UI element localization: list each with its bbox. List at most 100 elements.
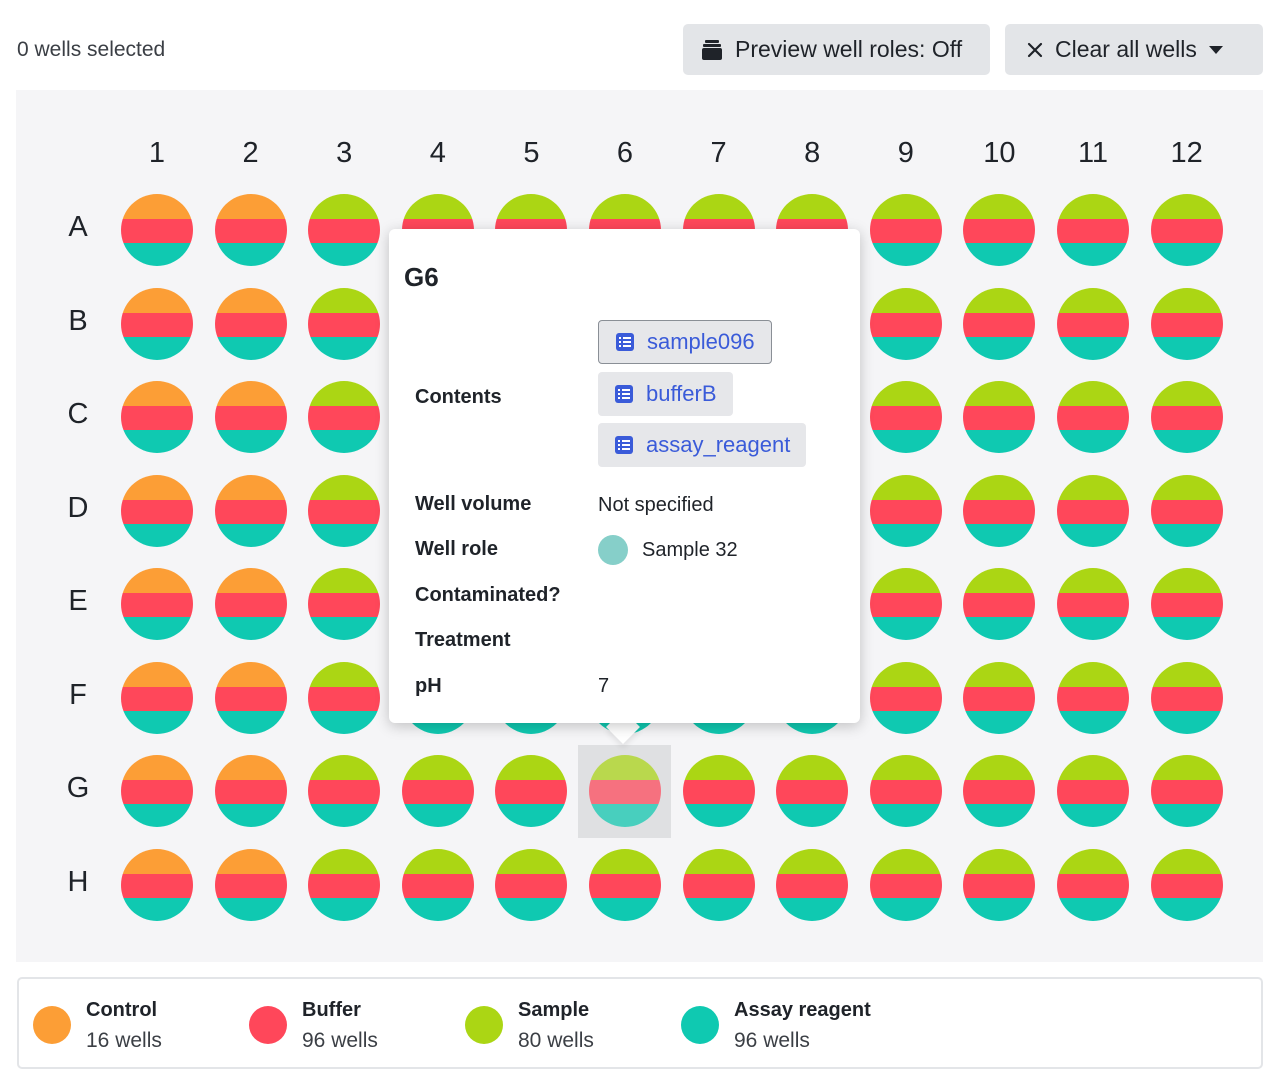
well-f9[interactable] xyxy=(869,661,942,734)
well-a11[interactable] xyxy=(1057,194,1129,266)
well-e11[interactable] xyxy=(1057,568,1129,640)
well-c3[interactable] xyxy=(308,381,381,453)
content-chip-assay-reagent[interactable]: assay_reagent xyxy=(598,423,807,467)
well-h4[interactable] xyxy=(401,848,474,921)
well-band xyxy=(869,336,942,360)
well-b11[interactable] xyxy=(1057,287,1129,360)
well-h7[interactable] xyxy=(682,848,755,921)
well-g2[interactable] xyxy=(214,755,287,827)
well-g5[interactable] xyxy=(495,755,568,827)
well-b9[interactable] xyxy=(869,287,942,360)
well-h10[interactable] xyxy=(963,848,1036,921)
well-g6[interactable] xyxy=(589,755,661,827)
column-header-1[interactable]: 1 xyxy=(148,137,166,169)
well-c12[interactable] xyxy=(1150,381,1223,453)
clear-all-wells-button[interactable]: Clear all wells xyxy=(1005,24,1263,75)
row-header-e[interactable]: E xyxy=(68,585,88,617)
well-volume-value: Not specified xyxy=(598,494,714,516)
well-c10[interactable] xyxy=(963,381,1036,453)
well-g9[interactable] xyxy=(869,755,942,827)
well-h2[interactable] xyxy=(214,848,287,921)
well-d12[interactable] xyxy=(1150,474,1223,547)
well-band xyxy=(214,381,287,406)
well-h8[interactable] xyxy=(776,848,849,921)
well-g8[interactable] xyxy=(776,755,849,827)
well-b2[interactable] xyxy=(214,287,287,360)
content-chip-sample096[interactable]: sample096 xyxy=(598,320,772,364)
well-h11[interactable] xyxy=(1057,848,1129,921)
well-band xyxy=(1150,593,1223,617)
well-b3[interactable] xyxy=(308,287,381,360)
preview-well-roles-button[interactable]: Preview well roles: Off xyxy=(683,24,990,75)
well-h3[interactable] xyxy=(308,848,381,921)
well-a10[interactable] xyxy=(963,194,1036,266)
caret-down-icon[interactable] xyxy=(1208,45,1223,55)
row-header-f[interactable]: F xyxy=(69,678,87,711)
well-b10[interactable] xyxy=(963,287,1036,360)
column-header-9[interactable]: 9 xyxy=(897,137,914,169)
well-g4[interactable] xyxy=(401,755,474,827)
well-g11[interactable] xyxy=(1057,755,1129,827)
well-d3[interactable] xyxy=(308,474,381,547)
well-a1[interactable] xyxy=(121,194,193,266)
well-h6[interactable] xyxy=(589,848,661,921)
well-band xyxy=(1150,219,1223,243)
well-f10[interactable] xyxy=(963,661,1036,734)
well-g1[interactable] xyxy=(121,755,193,827)
column-header-5[interactable]: 5 xyxy=(523,137,540,169)
well-a3[interactable] xyxy=(308,194,381,266)
well-d9[interactable] xyxy=(869,474,942,547)
well-g3[interactable] xyxy=(308,755,381,827)
well-a12[interactable] xyxy=(1150,194,1223,266)
well-e9[interactable] xyxy=(869,568,942,640)
column-header-3[interactable]: 3 xyxy=(336,137,353,169)
well-d11[interactable] xyxy=(1057,474,1129,547)
well-c9[interactable] xyxy=(869,381,942,453)
row-header-d[interactable]: D xyxy=(67,491,89,524)
column-header-11[interactable]: 11 xyxy=(1077,137,1109,169)
well-e1[interactable] xyxy=(121,568,193,640)
column-header-10[interactable]: 10 xyxy=(983,137,1016,169)
well-e2[interactable] xyxy=(214,568,287,640)
well-d10[interactable] xyxy=(963,474,1036,547)
well-band xyxy=(682,848,755,874)
column-header-4[interactable]: 4 xyxy=(429,137,446,169)
well-c1[interactable] xyxy=(121,381,193,453)
well-e12[interactable] xyxy=(1150,568,1223,640)
well-c11[interactable] xyxy=(1057,381,1129,453)
well-g10[interactable] xyxy=(963,755,1036,827)
well-b1[interactable] xyxy=(121,287,193,360)
well-e3[interactable] xyxy=(308,568,381,640)
well-a9[interactable] xyxy=(869,194,942,266)
well-band xyxy=(963,336,1036,360)
well-c2[interactable] xyxy=(214,381,287,453)
well-f3[interactable] xyxy=(308,661,381,734)
well-f2[interactable] xyxy=(214,661,287,734)
content-chip-bufferb[interactable]: bufferB xyxy=(598,372,733,416)
well-d1[interactable] xyxy=(121,474,193,547)
column-header-2[interactable]: 2 xyxy=(242,137,259,169)
well-h9[interactable] xyxy=(869,848,942,921)
well-a2[interactable] xyxy=(214,194,287,266)
row-header-c[interactable]: C xyxy=(67,398,89,430)
well-e10[interactable] xyxy=(963,568,1036,640)
row-header-h[interactable]: H xyxy=(67,865,89,898)
well-g7[interactable] xyxy=(682,755,755,827)
row-header-b[interactable]: B xyxy=(68,304,88,337)
well-f1[interactable] xyxy=(121,661,193,734)
well-h12[interactable] xyxy=(1150,848,1223,921)
well-f11[interactable] xyxy=(1057,661,1129,734)
well-h1[interactable] xyxy=(121,848,193,921)
well-band xyxy=(589,897,661,921)
column-header-6[interactable]: 6 xyxy=(616,137,634,169)
column-header-7[interactable]: 7 xyxy=(710,137,727,169)
column-header-8[interactable]: 8 xyxy=(804,137,821,169)
row-header-g[interactable]: G xyxy=(66,772,90,804)
well-g12[interactable] xyxy=(1150,755,1223,827)
column-header-12[interactable]: 12 xyxy=(1170,137,1203,169)
well-f12[interactable] xyxy=(1150,661,1223,734)
well-h5[interactable] xyxy=(495,848,568,921)
well-d2[interactable] xyxy=(214,474,287,547)
well-b12[interactable] xyxy=(1150,287,1223,360)
row-header-a[interactable]: A xyxy=(68,211,88,243)
